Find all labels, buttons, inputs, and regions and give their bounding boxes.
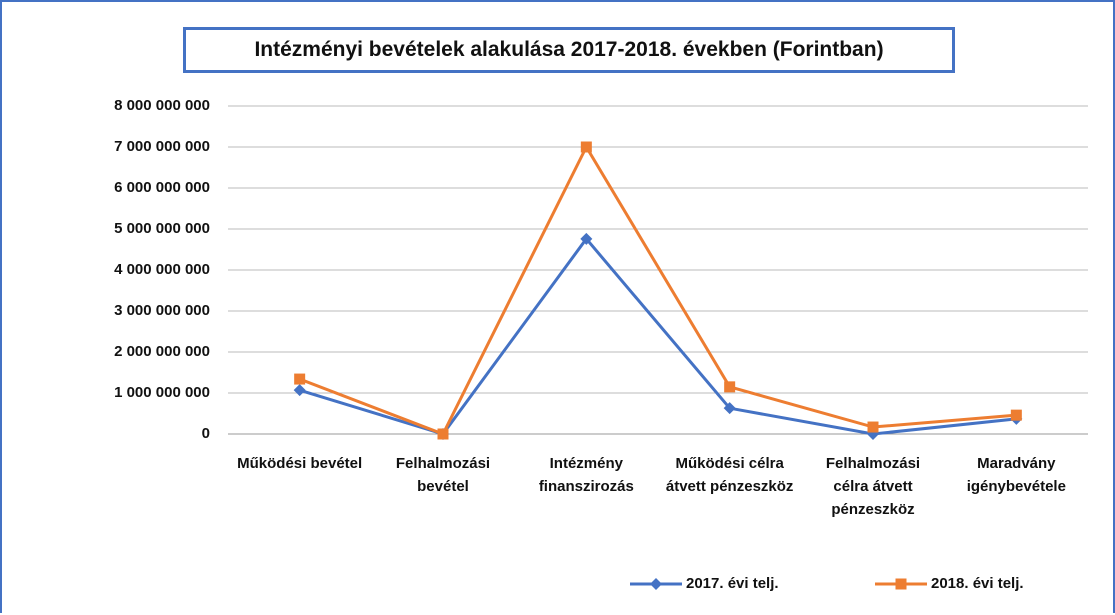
y-tick-label: 7 000 000 000	[114, 138, 210, 155]
marker	[293, 384, 306, 397]
marker	[437, 428, 449, 440]
y-tick-label: 0	[202, 425, 210, 442]
marker	[895, 578, 907, 590]
marker	[1010, 409, 1022, 421]
marker	[294, 373, 306, 385]
marker	[580, 232, 593, 245]
x-tick-label: Maradvány igénybevétele	[966, 455, 1066, 495]
x-tick-label: Működési célra átvett pénzeszköz	[665, 455, 794, 495]
chart-title: Intézményi bevételek alakulása 2017-2018…	[183, 27, 955, 73]
x-tick-label: Működési bevétel	[237, 455, 363, 472]
x-tick-label: Felhalmozási bevétel	[395, 455, 491, 495]
marker	[867, 421, 879, 433]
marker	[723, 402, 736, 415]
marker	[580, 141, 592, 153]
y-tick-label: 2 000 000 000	[114, 343, 210, 360]
series-line	[299, 236, 1017, 436]
y-tick-label: 4 000 000 000	[114, 261, 210, 278]
y-tick-label: 1 000 000 000	[114, 384, 210, 401]
y-tick-label: 6 000 000 000	[114, 179, 210, 196]
series-line	[299, 143, 1017, 436]
x-tick-label: Felhalmozási célra átvett pénzeszköz	[825, 455, 921, 518]
legend-label: 2017. évi telj.	[686, 575, 779, 592]
y-tick-label: 3 000 000 000	[114, 302, 210, 319]
y-tick-label: 8 000 000 000	[114, 97, 210, 114]
marker	[650, 578, 662, 590]
y-tick-label: 5 000 000 000	[114, 220, 210, 237]
marker	[724, 381, 736, 393]
legend-label: 2018. évi telj.	[931, 575, 1024, 592]
x-tick-label: Intézmény finanszirozás	[538, 455, 634, 495]
